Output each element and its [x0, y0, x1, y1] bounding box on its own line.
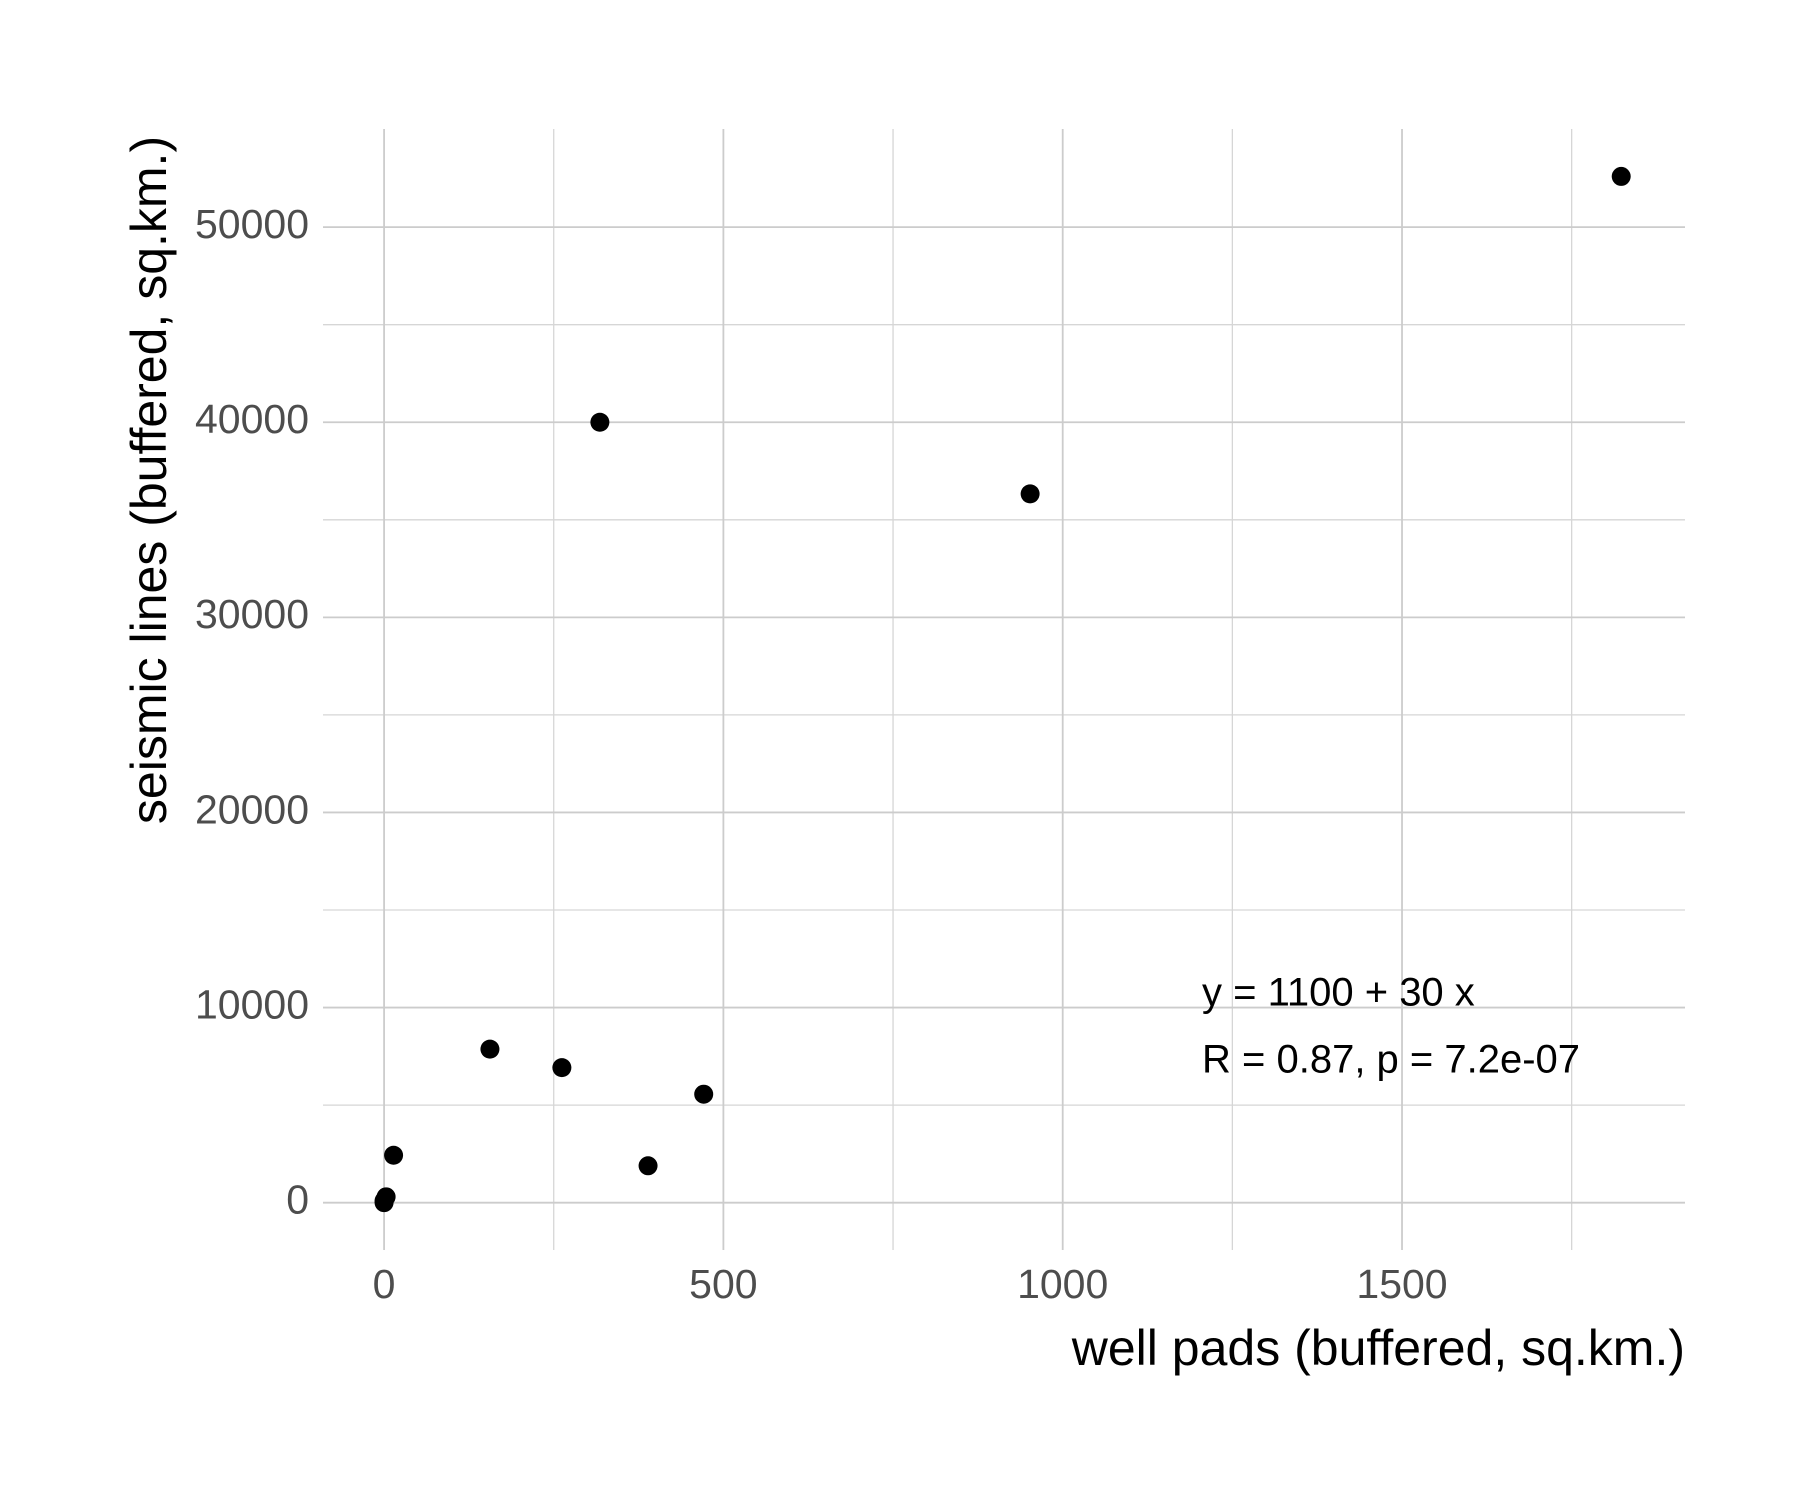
- point: [1611, 166, 1631, 186]
- x-axis-title: well pads (buffered, sq.km.): [1071, 1320, 1685, 1376]
- point: [590, 412, 610, 432]
- point: [552, 1058, 572, 1078]
- y-tick-label: 40000: [195, 396, 309, 442]
- point: [480, 1039, 500, 1059]
- y-tick-label: 10000: [195, 981, 309, 1027]
- point: [638, 1156, 658, 1176]
- x-tick-label: 1500: [1356, 1261, 1447, 1307]
- annotation: y = 1100 + 30 x: [1202, 971, 1475, 1015]
- y-tick-label: 50000: [195, 201, 309, 247]
- point: [694, 1084, 714, 1104]
- y-axis-title: seismic lines (buffered, sq.km.): [121, 136, 177, 824]
- x-tick-label: 500: [689, 1261, 757, 1307]
- annotation: R = 0.87, p = 7.2e-07: [1202, 1038, 1580, 1082]
- x-tick-label: 1000: [1017, 1261, 1108, 1307]
- point: [384, 1145, 404, 1165]
- y-tick-label: 0: [286, 1176, 309, 1222]
- x-tick-label: 0: [373, 1261, 396, 1307]
- point: [374, 1191, 394, 1211]
- y-tick-label: 20000: [195, 786, 309, 832]
- point: [1020, 484, 1040, 504]
- y-tick-label: 30000: [195, 591, 309, 637]
